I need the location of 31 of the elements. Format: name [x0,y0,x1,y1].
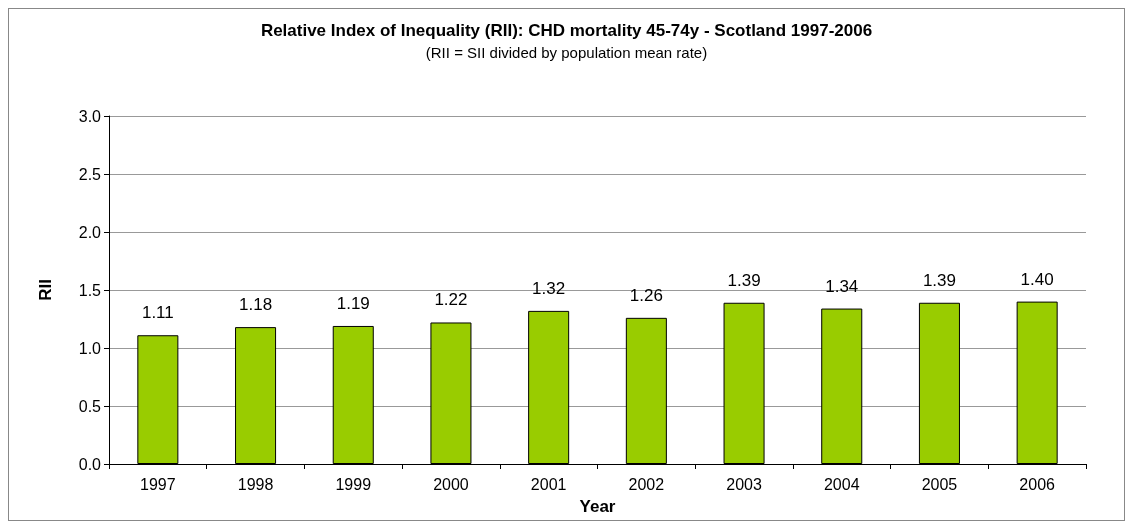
text: 1.5 [78,281,101,299]
x-tick-label: 1999 [335,475,372,493]
x-tick-label: 2003 [726,475,762,493]
x-tick-label: 2002 [628,475,665,493]
data-label: 1.39 [922,270,956,290]
text: 0.5 [78,397,101,415]
x-tick-label: 2000 [433,475,469,493]
text: 1.0 [78,339,101,357]
y-axis-title: RII [36,279,55,301]
x-tick-label: 2006 [1019,475,1056,493]
text: 3.0 [78,107,101,125]
data-label: 1.18 [239,295,273,315]
data-label: 1.39 [727,270,761,290]
x-tick-label: 2005 [921,475,958,493]
x-tick-label: 2001 [530,475,567,493]
x-tick-label: 2004 [823,475,860,493]
text: 2.5 [78,165,101,183]
chart-subtitle: (RII = SII divided by population mean rate) [425,44,708,61]
data-label: 1.32 [532,278,566,298]
data-label: 1.26 [629,285,663,305]
x-tick-label: 1997 [140,475,176,493]
chart-title: Relative Index of Inequality (RII): CHD mortality 45-74y - Scotland 1997-2006 [260,21,873,40]
data-label: 1.40 [1020,269,1054,289]
data-label: 1.11 [141,303,174,323]
data-label: 1.34 [825,276,859,296]
data-label: 1.22 [434,290,468,310]
x-axis-title: Year [579,497,616,516]
data-label: 1.19 [336,293,370,313]
text: 2.0 [78,223,101,241]
text: 0.0 [78,455,101,473]
x-tick-label: 1998 [237,475,274,493]
